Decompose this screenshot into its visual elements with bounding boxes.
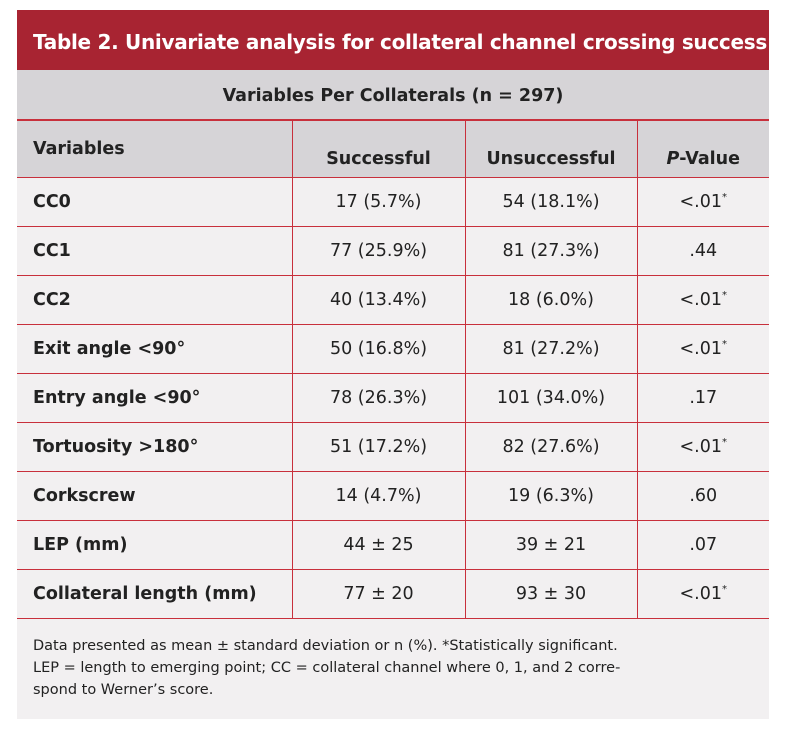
title-label: Table 2. <box>33 30 119 54</box>
cell-p-value: .44 <box>636 226 769 276</box>
header-unsuccessful: Unsuccessful <box>464 120 638 178</box>
cell-p-value: .07 <box>636 520 769 570</box>
p-value: <.01 <box>679 584 723 604</box>
footnote: Data presented as mean ± standard deviat… <box>17 619 769 719</box>
table-row: CC2 40 (13.4%) 18 (6.0%) <.01* <box>17 275 769 325</box>
p-value: .60 <box>689 486 718 506</box>
cell-successful: 40 (13.4%) <box>291 275 466 325</box>
cell-variable: Collateral length (mm) <box>17 569 293 619</box>
significance-marker: * <box>722 339 727 351</box>
cell-successful: 78 (26.3%) <box>291 373 466 423</box>
cell-variable: CC0 <box>17 177 293 227</box>
cell-variable: CC1 <box>17 226 293 276</box>
cell-unsuccessful: 18 (6.0%) <box>464 275 638 325</box>
table-row: Exit angle <90° 50 (16.8%) 81 (27.2%) <.01* <box>17 324 769 374</box>
title-text: Univariate analysis for collateral chann… <box>118 30 775 54</box>
p-value: <.01 <box>679 339 723 359</box>
table-row: Corkscrew 14 (4.7%) 19 (6.3%) .60 <box>17 471 769 521</box>
significance-marker: * <box>722 290 727 302</box>
cell-p-value: .60 <box>636 471 769 521</box>
footnote-line: LEP = length to emerging point; CC = col… <box>33 660 621 676</box>
cell-unsuccessful: 81 (27.3%) <box>464 226 638 276</box>
table-row: Collateral length (mm) 77 ± 20 93 ± 30 <.01… <box>17 569 769 619</box>
cell-successful: 17 (5.7%) <box>291 177 466 227</box>
data-table: Variables Successful Unsuccessful P-Valu… <box>17 120 769 619</box>
cell-variable: Exit angle <90° <box>17 324 293 374</box>
cell-variable: LEP (mm) <box>17 520 293 570</box>
p-suffix: -Value <box>679 149 741 169</box>
cell-variable: Entry angle <90° <box>17 373 293 423</box>
cell-p-value: <.01* <box>636 569 769 619</box>
footnote-line: spond to Werner’s score. <box>33 682 214 698</box>
cell-variable: Corkscrew <box>17 471 293 521</box>
significance-marker: * <box>722 437 727 449</box>
footnote-line: Data presented as mean ± standard deviat… <box>33 638 618 654</box>
p-value: .07 <box>689 535 718 555</box>
p-italic: P <box>666 149 680 169</box>
cell-variable: CC2 <box>17 275 293 325</box>
cell-p-value: <.01* <box>636 324 769 374</box>
header-successful: Successful <box>291 120 466 178</box>
cell-unsuccessful: 39 ± 21 <box>464 520 638 570</box>
cell-successful: 14 (4.7%) <box>291 471 466 521</box>
cell-p-value: <.01* <box>636 275 769 325</box>
cell-successful: 51 (17.2%) <box>291 422 466 472</box>
table-row: CC1 77 (25.9%) 81 (27.3%) .44 <box>17 226 769 276</box>
table-figure: Table 2. Univariate analysis for collate… <box>17 10 775 719</box>
table-row: Entry angle <90° 78 (26.3%) 101 (34.0%) .17 <box>17 373 769 423</box>
table-row: Tortuosity >180° 51 (17.2%) 82 (27.6%) <.01… <box>17 422 769 472</box>
p-value: <.01 <box>679 437 723 457</box>
cell-unsuccessful: 81 (27.2%) <box>464 324 638 374</box>
p-value: <.01 <box>679 290 723 310</box>
cell-successful: 77 (25.9%) <box>291 226 466 276</box>
table-title: Table 2. Univariate analysis for collate… <box>17 10 775 70</box>
header-row: Variables Successful Unsuccessful P-Valu… <box>17 120 769 178</box>
significance-marker: * <box>722 584 727 596</box>
header-p-value: P-Value <box>636 120 769 178</box>
cell-successful: 77 ± 20 <box>291 569 466 619</box>
table-row: LEP (mm) 44 ± 25 39 ± 21 .07 <box>17 520 769 570</box>
cell-unsuccessful: 101 (34.0%) <box>464 373 638 423</box>
table-row: CC0 17 (5.7%) 54 (18.1%) <.01* <box>17 177 769 227</box>
cell-p-value: .17 <box>636 373 769 423</box>
cell-unsuccessful: 19 (6.3%) <box>464 471 638 521</box>
cell-successful: 50 (16.8%) <box>291 324 466 374</box>
cell-unsuccessful: 54 (18.1%) <box>464 177 638 227</box>
p-value: <.01 <box>679 192 723 212</box>
cell-unsuccessful: 93 ± 30 <box>464 569 638 619</box>
p-value: .44 <box>689 241 718 261</box>
p-value: .17 <box>689 388 718 408</box>
cell-p-value: <.01* <box>636 422 769 472</box>
group-header: Variables Per Collaterals (n = 297) <box>17 70 769 120</box>
cell-p-value: <.01* <box>636 177 769 227</box>
cell-variable: Tortuosity >180° <box>17 422 293 472</box>
cell-successful: 44 ± 25 <box>291 520 466 570</box>
significance-marker: * <box>722 192 727 204</box>
header-variables: Variables <box>17 120 293 178</box>
cell-unsuccessful: 82 (27.6%) <box>464 422 638 472</box>
